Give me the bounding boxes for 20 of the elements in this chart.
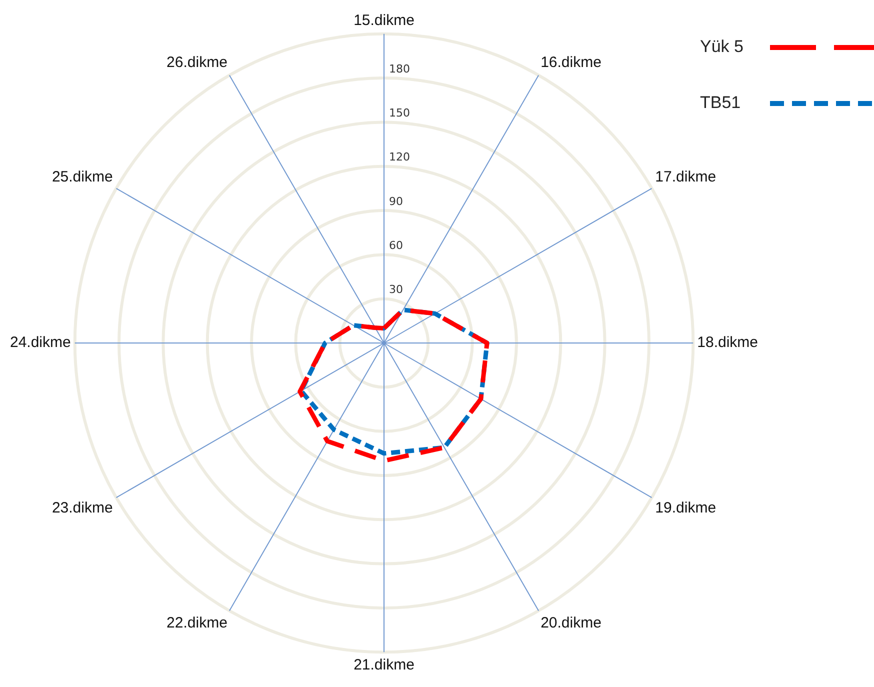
y-tick-label: 120: [389, 150, 410, 164]
spoke-label: 15.dikme: [354, 12, 414, 30]
spoke-label: 19.dikme: [655, 500, 716, 517]
spoke-label: 26.dikme: [166, 54, 228, 71]
y-tick-label: 30: [389, 283, 403, 296]
spoke-label: 17.dikme: [655, 168, 716, 186]
spoke-label: 25.dikme: [52, 168, 113, 186]
y-tick-label: 90: [389, 194, 403, 208]
spoke-label: 24.dikme: [10, 334, 71, 352]
legend-label: TB51: [700, 93, 742, 113]
spoke-label: 23.dikme: [52, 500, 113, 517]
y-tick-label: 150: [389, 106, 410, 120]
spoke-label: 21.dikme: [354, 656, 414, 674]
y-tick-label: 180: [389, 62, 410, 76]
legend-label: Yük 5: [700, 37, 744, 57]
spoke-label: 18.dikme: [697, 334, 758, 352]
spoke-label: 20.dikme: [540, 614, 602, 632]
spoke-label: 22.dikme: [166, 614, 228, 632]
spoke-label: 16.dikme: [540, 54, 602, 71]
y-tick-label: 60: [389, 239, 403, 252]
